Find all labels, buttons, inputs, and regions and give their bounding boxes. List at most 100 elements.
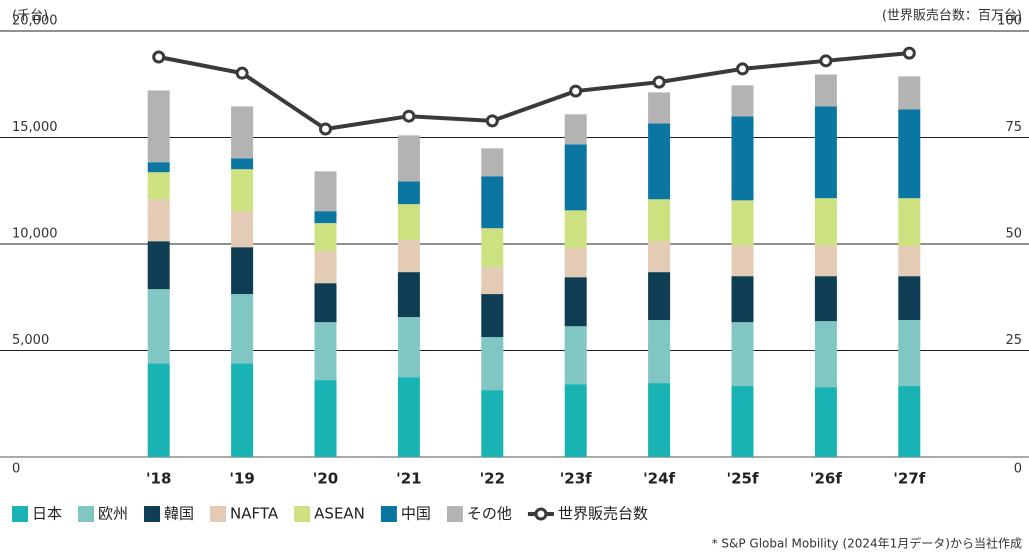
bar-segment (481, 390, 504, 457)
y-tick-label: 0 (12, 462, 20, 477)
bar-segment (231, 106, 254, 159)
bar-segment (147, 241, 170, 290)
bar-segment (314, 283, 337, 323)
bar-segment (314, 322, 337, 381)
bar-segment (314, 211, 337, 224)
bar-segment (564, 210, 587, 249)
bar-segment (898, 76, 921, 110)
legend-label: 世界販売台数 (558, 505, 648, 523)
bar-segment (397, 272, 420, 318)
bar-segment (814, 321, 837, 388)
bar-segment (648, 320, 671, 384)
bar-segment (397, 135, 420, 182)
y-tick-label: 10,000 (12, 227, 58, 242)
bar-segment (564, 326, 587, 385)
bar-segment (814, 74, 837, 107)
line-marker (402, 109, 416, 123)
y2-tick-label: 75 (1005, 120, 1022, 135)
bar-segment (231, 247, 254, 295)
legend-label: 韓国 (164, 505, 194, 523)
bar-segment (481, 294, 504, 338)
legend-marker (534, 507, 548, 521)
bar-segment (397, 317, 420, 378)
bar-segment (898, 386, 921, 457)
bar-segment (231, 169, 254, 212)
legend-label: 中国 (401, 505, 431, 523)
y2-tick-label: 25 (1005, 333, 1022, 348)
legend-swatch (144, 506, 161, 522)
bar-segment (231, 294, 254, 364)
line-marker (736, 62, 749, 76)
bar-segment (481, 228, 504, 268)
bar-segment (898, 109, 921, 199)
bar-segment (814, 106, 837, 199)
line-marker (902, 46, 916, 60)
x-tick-label: '24f (643, 470, 675, 488)
legend-label: ASEAN (314, 505, 365, 523)
bar-segment (564, 114, 587, 145)
legend-swatch (380, 506, 397, 522)
bar-segment (231, 211, 254, 248)
legend-swatch (12, 506, 28, 522)
x-tick-label: '21 (396, 470, 421, 488)
x-tick-label: '23f (560, 470, 592, 488)
y-tick-label: 20,000 (12, 14, 58, 29)
line (158, 51, 910, 132)
bar-segment (564, 277, 587, 327)
bar-segment (898, 246, 921, 277)
source-note: * S&P Global Mobility (2024年1月データ)から当社作成 (712, 536, 1022, 551)
bar-segment (814, 198, 837, 246)
line-marker (569, 84, 583, 98)
bar-segment (648, 123, 671, 200)
x-tick-label: '25f (727, 470, 759, 488)
bar-segment (481, 148, 504, 177)
bar-segment (648, 199, 671, 242)
legend-label: 欧州 (98, 505, 128, 523)
bar-segment (314, 380, 337, 457)
bar-segment (397, 204, 420, 241)
x-tick-label: '22 (480, 470, 505, 488)
bar-segment (898, 276, 921, 321)
y-tick-label: 5,000 (12, 333, 49, 348)
bar-segment (147, 363, 170, 457)
legend-swatch (446, 506, 463, 522)
y2-tick-label: 0 (1014, 462, 1022, 477)
y2-tick-label: 50 (1005, 227, 1022, 242)
y-tick-label: 15,000 (12, 120, 58, 135)
line-marker (652, 75, 666, 89)
legend-label: NAFTA (230, 505, 279, 523)
bar-segment (564, 384, 587, 457)
bar-segment (564, 248, 587, 278)
bar-segment (731, 276, 754, 323)
bar-segment (731, 322, 754, 387)
bar-segment (898, 320, 921, 387)
bar-segment (314, 223, 337, 252)
bar-segment (231, 158, 254, 170)
bar-segment (147, 289, 170, 364)
y2-axis-label: (世界販売台数：百万台) (882, 8, 1022, 24)
bar-segment (147, 90, 170, 163)
y-axis-label: (千台) (12, 9, 48, 24)
bar-segment (564, 144, 587, 211)
bar-segment (314, 171, 337, 212)
legend-swatch (210, 506, 227, 522)
bar-segment (147, 199, 170, 242)
bar-segment (314, 251, 337, 284)
bar-segment (231, 363, 254, 457)
bar-segment (648, 383, 671, 457)
x-tick-label: '26f (810, 470, 842, 488)
y2-tick-label: 100 (997, 14, 1022, 29)
bar-segment (731, 245, 754, 277)
bar-segment (731, 85, 754, 117)
line-marker (319, 122, 332, 136)
line-marker (152, 50, 166, 64)
bar-segment (481, 337, 504, 391)
bar-segment (147, 172, 170, 200)
bar-segment (397, 240, 420, 273)
bar-segment (648, 92, 671, 124)
bar-segment (814, 387, 837, 457)
bar-segment (397, 377, 420, 457)
bar-segment (648, 241, 671, 273)
bar-segment (731, 116, 754, 201)
